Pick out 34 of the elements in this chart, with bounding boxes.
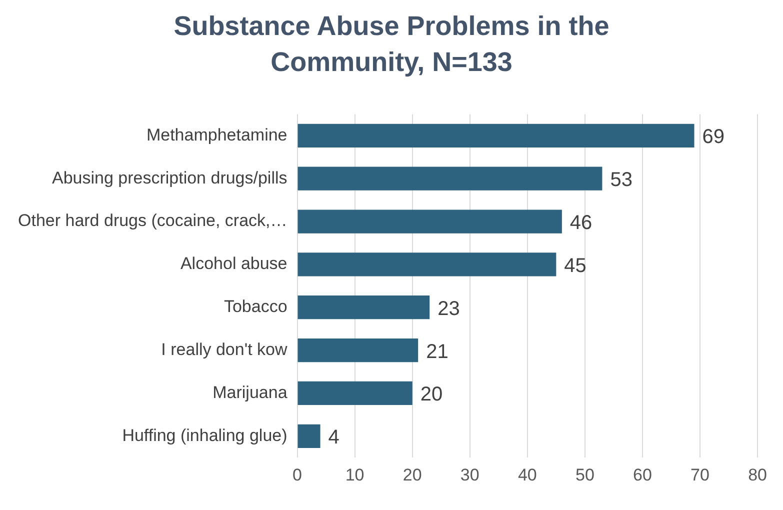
chart-title: Substance Abuse Problems in the Community, N=133 [172,10,610,79]
x-tick-label: 30 [460,465,480,484]
data-label: 20 [420,384,443,406]
bar [298,210,562,234]
x-tick-label: 20 [402,465,422,484]
data-label: 53 [610,169,632,192]
bar [298,338,418,362]
bar [298,424,320,448]
bar [298,124,694,148]
y-tick-label: Marijuana [212,382,288,402]
y-tick-label: Abusing prescription drugs/pills [52,168,288,188]
x-tick-label: 40 [518,465,537,484]
y-tick-label: Tobacco [224,297,288,316]
y-tick-label: Huffing (inhaling glue) [122,426,288,445]
data-label: 21 [426,340,448,363]
x-tick-label: 0 [292,465,302,484]
y-tick-label: I really don't kow [161,340,288,359]
bar [298,166,602,190]
bar [298,381,412,406]
x-tick-label: 60 [633,465,652,484]
x-tick-label: 50 [575,465,594,484]
data-label: 46 [570,212,592,234]
bar [298,252,556,276]
data-label: 23 [438,298,460,320]
data-label: 69 [702,126,725,148]
y-tick-label: Methamphetamine [146,125,288,144]
x-tick-label: 10 [345,465,364,484]
data-label: 4 [328,426,340,449]
x-tick-label: 70 [690,465,710,484]
data-label: 45 [564,254,586,277]
y-tick-label: Other hard drugs (cocaine, crack,… [18,211,288,230]
y-tick-label: Alcohol abuse [180,254,288,274]
x-tick-label: 80 [748,465,768,484]
bar [298,296,430,320]
